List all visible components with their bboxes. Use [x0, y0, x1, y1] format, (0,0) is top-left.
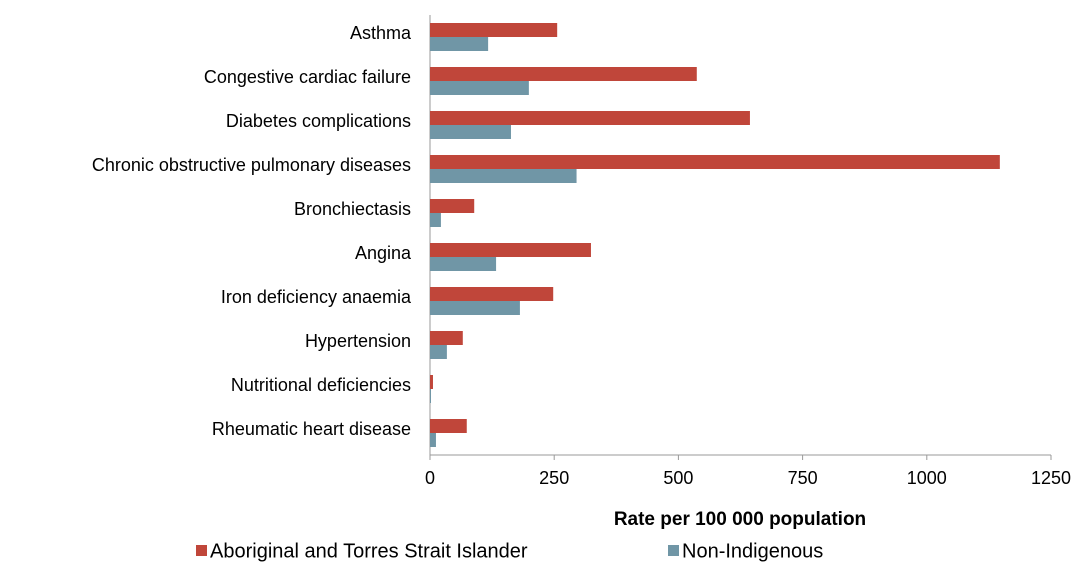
y-tick-label: Asthma — [350, 23, 412, 43]
y-tick-label: Hypertension — [305, 331, 411, 351]
x-tick-label: 1000 — [907, 468, 947, 488]
x-tick-label: 250 — [539, 468, 569, 488]
bar — [430, 257, 497, 271]
bar — [430, 243, 591, 257]
legend-label: Aboriginal and Torres Strait Islander — [210, 540, 528, 562]
bar — [430, 169, 577, 183]
bar — [430, 331, 463, 345]
bar — [430, 213, 441, 227]
y-tick-label: Rheumatic heart disease — [212, 419, 411, 439]
bar — [430, 419, 467, 433]
bar — [430, 125, 511, 139]
y-tick-label: Chronic obstructive pulmonary diseases — [92, 155, 411, 175]
bar — [430, 389, 431, 403]
bar — [430, 301, 520, 315]
x-axis-title: Rate per 100 000 population — [614, 509, 866, 530]
bar — [430, 375, 433, 389]
bar — [430, 155, 1000, 169]
y-tick-label: Iron deficiency anaemia — [221, 287, 412, 307]
y-tick-label: Angina — [355, 243, 412, 263]
bar — [430, 199, 475, 213]
x-tick-label: 750 — [788, 468, 818, 488]
legend-swatch — [196, 545, 207, 556]
bar — [430, 81, 529, 95]
legend-label: Non-Indigenous — [682, 540, 823, 562]
y-tick-label: Congestive cardiac failure — [204, 67, 411, 87]
bar — [430, 37, 489, 51]
bar — [430, 67, 697, 81]
bar — [430, 287, 554, 301]
y-tick-label: Diabetes complications — [226, 111, 411, 131]
x-tick-label: 1250 — [1031, 468, 1071, 488]
bar — [430, 433, 436, 447]
legend-swatch — [668, 545, 679, 556]
bar — [430, 111, 750, 125]
y-tick-label: Bronchiectasis — [294, 199, 411, 219]
y-tick-label: Nutritional deficiencies — [231, 375, 411, 395]
x-tick-label: 0 — [425, 468, 435, 488]
bar — [430, 345, 447, 359]
x-tick-label: 500 — [663, 468, 693, 488]
bar — [430, 23, 558, 37]
